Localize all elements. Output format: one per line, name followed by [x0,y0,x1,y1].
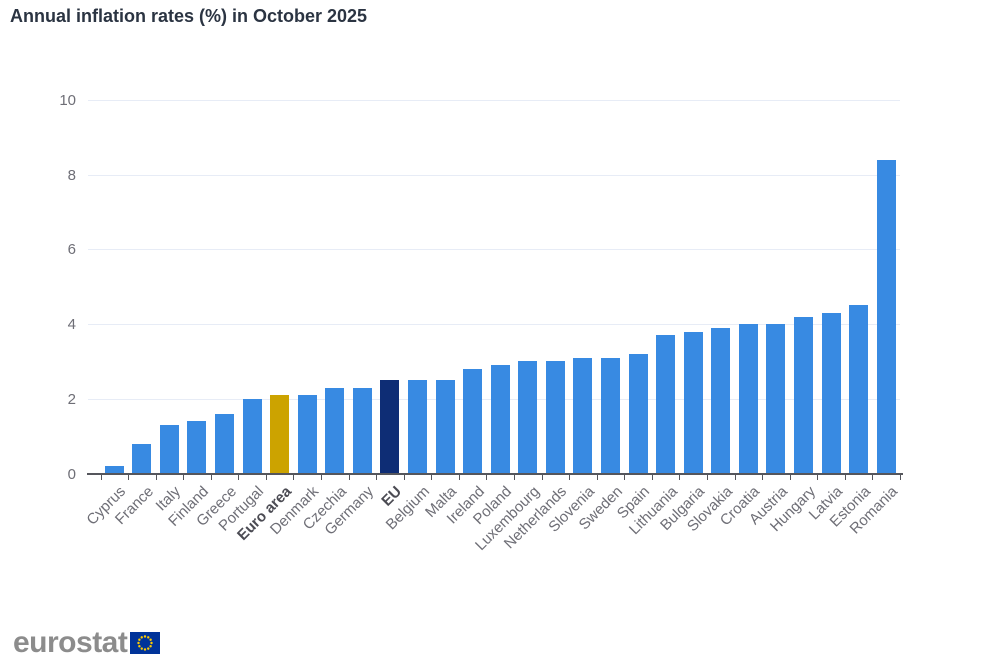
gridline [88,174,900,176]
chart-title: Annual inflation rates (%) in October 20… [10,6,368,26]
x-axis-tick [486,473,488,480]
x-axis-tick [624,473,626,480]
x-axis-tick [100,473,102,480]
x-axis-tick [844,473,846,480]
gridline [88,100,900,101]
x-axis-tick [789,473,791,480]
x-axis-tick [376,473,378,480]
bar-romania[interactable] [876,159,896,474]
bar-slovakia[interactable] [711,327,731,474]
bar-belgium[interactable] [408,380,428,474]
bar-malta[interactable] [435,380,455,474]
x-axis-tick [458,473,460,480]
y-axis-label: 4 [67,316,76,334]
bar-estonia[interactable] [849,305,869,474]
bar-lithuania[interactable] [656,335,676,474]
bar-spain[interactable] [628,353,648,474]
eurostat-logo: eurostat [13,626,161,659]
x-axis-tick [734,473,736,480]
x-axis-tick [293,473,295,480]
x-axis-tick [348,473,350,480]
x-axis-tick [679,473,681,480]
bar-slovenia[interactable] [573,357,593,474]
gridline [88,249,900,251]
bar-sweden[interactable] [601,357,621,474]
bar-euro-area[interactable] [270,395,290,474]
bar-greece[interactable] [215,413,235,474]
x-axis-tick [431,473,433,480]
y-axis-label: 6 [67,241,76,259]
bar-poland[interactable] [490,365,510,474]
x-axis-tick [651,473,653,480]
bar-cyprus[interactable] [104,466,124,474]
x-axis-tick [403,473,405,480]
y-axis-label: 10 [59,92,76,109]
bar-ireland[interactable] [463,368,483,474]
bar-bulgaria[interactable] [683,331,703,474]
x-axis-tick [900,473,901,480]
eurostat-logo-text: eurostat [13,626,128,659]
bar-denmark[interactable] [297,395,317,474]
x-axis-tick [210,473,212,480]
bar-croatia[interactable] [738,324,758,474]
x-axis-tick [569,473,571,480]
x-axis-tick [514,473,516,480]
bar-hungary[interactable] [794,316,813,474]
x-axis-tick [238,473,240,480]
bar-austria[interactable] [766,324,786,474]
y-axis-label: 2 [67,390,76,408]
x-axis-tick [265,473,267,480]
x-axis-tick [321,473,323,480]
x-axis-tick [128,473,130,480]
y-axis-label: 0 [67,465,76,483]
bar-latvia[interactable] [821,312,841,474]
bar-portugal[interactable] [242,398,262,474]
y-axis-label: 8 [67,166,76,184]
bar-czechia[interactable] [325,387,345,474]
x-axis-tick [872,473,874,480]
bar-finland[interactable] [187,421,207,474]
eu-flag-icon [130,632,161,654]
x-axis-tick [762,473,764,480]
bar-luxembourg[interactable] [518,361,538,474]
x-axis-line [87,472,903,475]
x-axis-tick [817,473,819,480]
bar-germany[interactable] [352,387,372,474]
bar-netherlands[interactable] [545,361,565,474]
x-axis-tick [541,473,543,480]
bar-france[interactable] [132,443,152,474]
x-axis-tick [155,473,157,480]
x-axis-tick [183,473,185,480]
bar-eu[interactable] [380,380,400,474]
gridline [88,324,900,326]
x-axis-tick [707,473,709,480]
x-axis-tick [596,473,598,480]
bar-italy[interactable] [159,424,179,474]
